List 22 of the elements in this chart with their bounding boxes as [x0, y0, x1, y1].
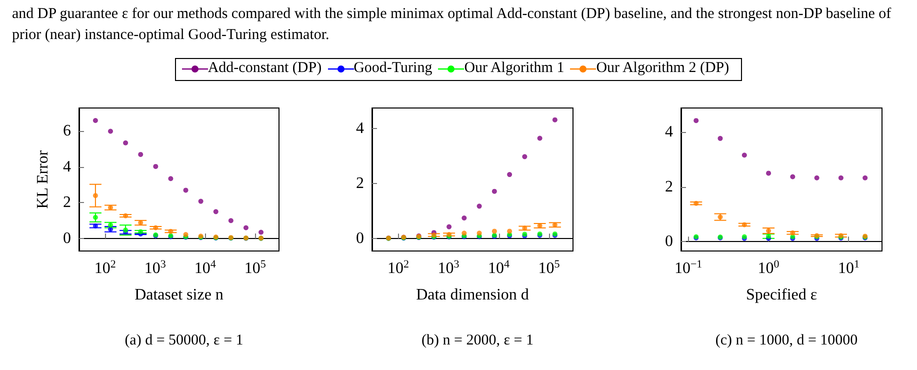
y-tick-label: 0 [665, 233, 673, 250]
y-tick-label: 2 [665, 178, 673, 196]
y-tick-label: 2 [63, 194, 71, 212]
text: (b) n = 2000, ε = 1 [422, 332, 534, 348]
y-tick-label: 4 [665, 124, 673, 141]
text: (a) d = 50000, ε = 1 [124, 332, 244, 348]
text: and DP guarantee ε for our methods compared with the simple minimax optimal Add-constant (DP) baseline, and the strongest non-DP baseline of prior (near) instance-optimal Good-Turing estimator. [12, 5, 892, 45]
y-tick-label: 4 [356, 120, 364, 138]
y-tick-label: 0 [356, 230, 364, 248]
legend-label: Add-constant (DP) [208, 60, 322, 77]
x-axis-title: Specified ε [746, 286, 818, 304]
text: (c) n = 1000, d = 10000 [715, 332, 858, 348]
y-tick-label: 0 [63, 230, 71, 247]
y-tick-label: 6 [63, 122, 71, 140]
legend-label: Good-Turing [354, 60, 432, 77]
x-axis-title: Dataset size n [134, 286, 224, 304]
legend-label: Our Algorithm 2 (DP) [596, 60, 730, 77]
x-axis-title: Data dimension d [416, 286, 529, 304]
y-axis-title: KL Error [34, 150, 52, 209]
legend-label: Our Algorithm 1 [464, 60, 564, 77]
y-tick-label: 4 [63, 158, 71, 176]
y-tick-label: 2 [356, 175, 364, 192]
